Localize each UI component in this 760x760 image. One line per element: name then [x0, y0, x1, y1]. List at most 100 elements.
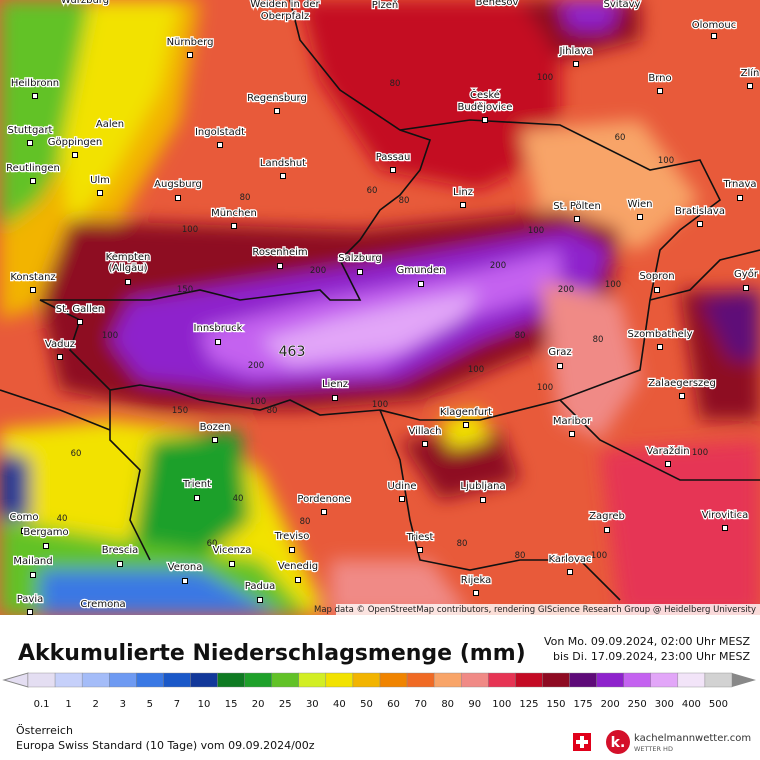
city-label: Gmunden — [396, 265, 445, 276]
city-label: Virovitica — [702, 510, 748, 521]
scale-label: 175 — [574, 699, 593, 710]
city-label: Benešov — [476, 0, 519, 8]
contour-label: 150 — [172, 406, 188, 416]
contour-label: 150 — [177, 285, 193, 295]
maximum-label: 463 — [279, 344, 306, 360]
svg-text:k.: k. — [611, 735, 626, 751]
scale-label: 30 — [306, 699, 319, 710]
city-label: Bergamo — [23, 527, 68, 538]
scale-swatch — [325, 672, 354, 688]
brand-sub: WETTER HD — [634, 745, 673, 753]
city-label: Jihlava — [558, 46, 592, 57]
city-marker — [21, 528, 27, 534]
scale-label: 1 — [65, 699, 71, 710]
contour-label: 100 — [102, 331, 118, 341]
city-label: Venedig — [278, 561, 318, 572]
scale-swatch — [650, 672, 679, 688]
scale-swatch — [488, 672, 516, 688]
city-marker — [390, 167, 396, 173]
scale-arrow-right — [732, 673, 756, 687]
city-label: Győr — [734, 268, 759, 280]
contour-label: 80 — [300, 517, 311, 527]
scale-label: 7 — [174, 699, 180, 710]
city-marker — [27, 609, 33, 615]
city-label: St. Pölten — [553, 201, 601, 212]
contour-label: 40 — [233, 494, 244, 504]
scale-label: 200 — [601, 699, 620, 710]
city-label: Pavia — [17, 594, 44, 605]
city-marker — [194, 495, 200, 501]
contour-label: 100 — [372, 400, 388, 410]
city-marker — [332, 395, 338, 401]
city-label: Konstanz — [10, 272, 55, 283]
contour-label: 200 — [248, 361, 264, 371]
city-label: Ulm — [90, 175, 110, 186]
scale-swatch — [406, 672, 435, 688]
legend-title: Akkumulierte Niederschlagsmenge (mm) — [18, 641, 526, 666]
brand: kachelmannwetter.com — [634, 733, 751, 744]
city-label: Triest — [406, 532, 434, 543]
city-marker — [187, 52, 193, 58]
city-label: Linz — [453, 187, 473, 198]
scale-label: 125 — [519, 699, 538, 710]
city-label: Szombathely — [627, 329, 692, 340]
city-marker — [417, 547, 423, 553]
city-marker — [30, 178, 36, 184]
city-label: Budějovice — [458, 101, 513, 113]
city-label: Heilbronn — [11, 78, 59, 89]
city-label: Graz — [548, 347, 571, 358]
scale-swatch — [379, 672, 408, 688]
city-label: Plzeň — [372, 0, 399, 11]
contour-label: 80 — [515, 551, 526, 561]
region: Österreich — [16, 724, 73, 737]
city-marker — [27, 140, 33, 146]
city-label: Verona — [168, 562, 203, 573]
scale-label: 500 — [709, 699, 728, 710]
city-marker — [743, 285, 749, 291]
city-label: Maribor — [553, 416, 592, 427]
city-marker — [43, 543, 49, 549]
city-label: Como — [10, 512, 39, 523]
city-label: Bratislava — [675, 206, 725, 217]
scale-label: 80 — [441, 699, 454, 710]
city-label: Passau — [376, 152, 411, 163]
scale-swatch — [596, 672, 624, 688]
city-marker — [567, 569, 573, 575]
city-label: St. Gallen — [56, 304, 105, 315]
city-label: Brescia — [102, 545, 139, 556]
city-marker — [737, 195, 743, 201]
contour-label: 100 — [182, 225, 198, 235]
scale-label: 300 — [655, 699, 674, 710]
scale-swatch — [271, 672, 299, 688]
contour-label: 80 — [515, 331, 526, 341]
city-label: München — [211, 208, 257, 219]
city-label: Vicenza — [213, 545, 252, 556]
scale-swatch — [244, 672, 272, 688]
city-label: Landshut — [260, 158, 306, 169]
contour-label: 100 — [658, 156, 674, 166]
city-marker — [697, 221, 703, 227]
logo — [606, 730, 630, 754]
city-label: Reutlingen — [6, 163, 60, 174]
city-label: České — [470, 88, 500, 101]
city-marker — [657, 344, 663, 350]
city-label: Wien — [628, 199, 653, 210]
city-label: Bozen — [200, 422, 231, 433]
contour-label: 80 — [240, 193, 251, 203]
scale-swatch — [433, 672, 462, 688]
city-label: Pordenone — [297, 494, 350, 505]
city-label: Göppingen — [48, 137, 103, 148]
city-marker — [289, 547, 295, 553]
city-marker — [473, 590, 479, 596]
contour-label: 80 — [593, 335, 604, 345]
city-marker — [460, 202, 466, 208]
city-label: Sopron — [639, 271, 674, 282]
contour-label: 80 — [457, 539, 468, 549]
contour-label: 60 — [71, 449, 82, 459]
contour-label: 100 — [250, 397, 266, 407]
city-marker — [657, 88, 663, 94]
city-label: Treviso — [274, 531, 310, 542]
city-label: Rijeka — [461, 575, 491, 586]
city-label: Würzburg — [61, 0, 109, 6]
